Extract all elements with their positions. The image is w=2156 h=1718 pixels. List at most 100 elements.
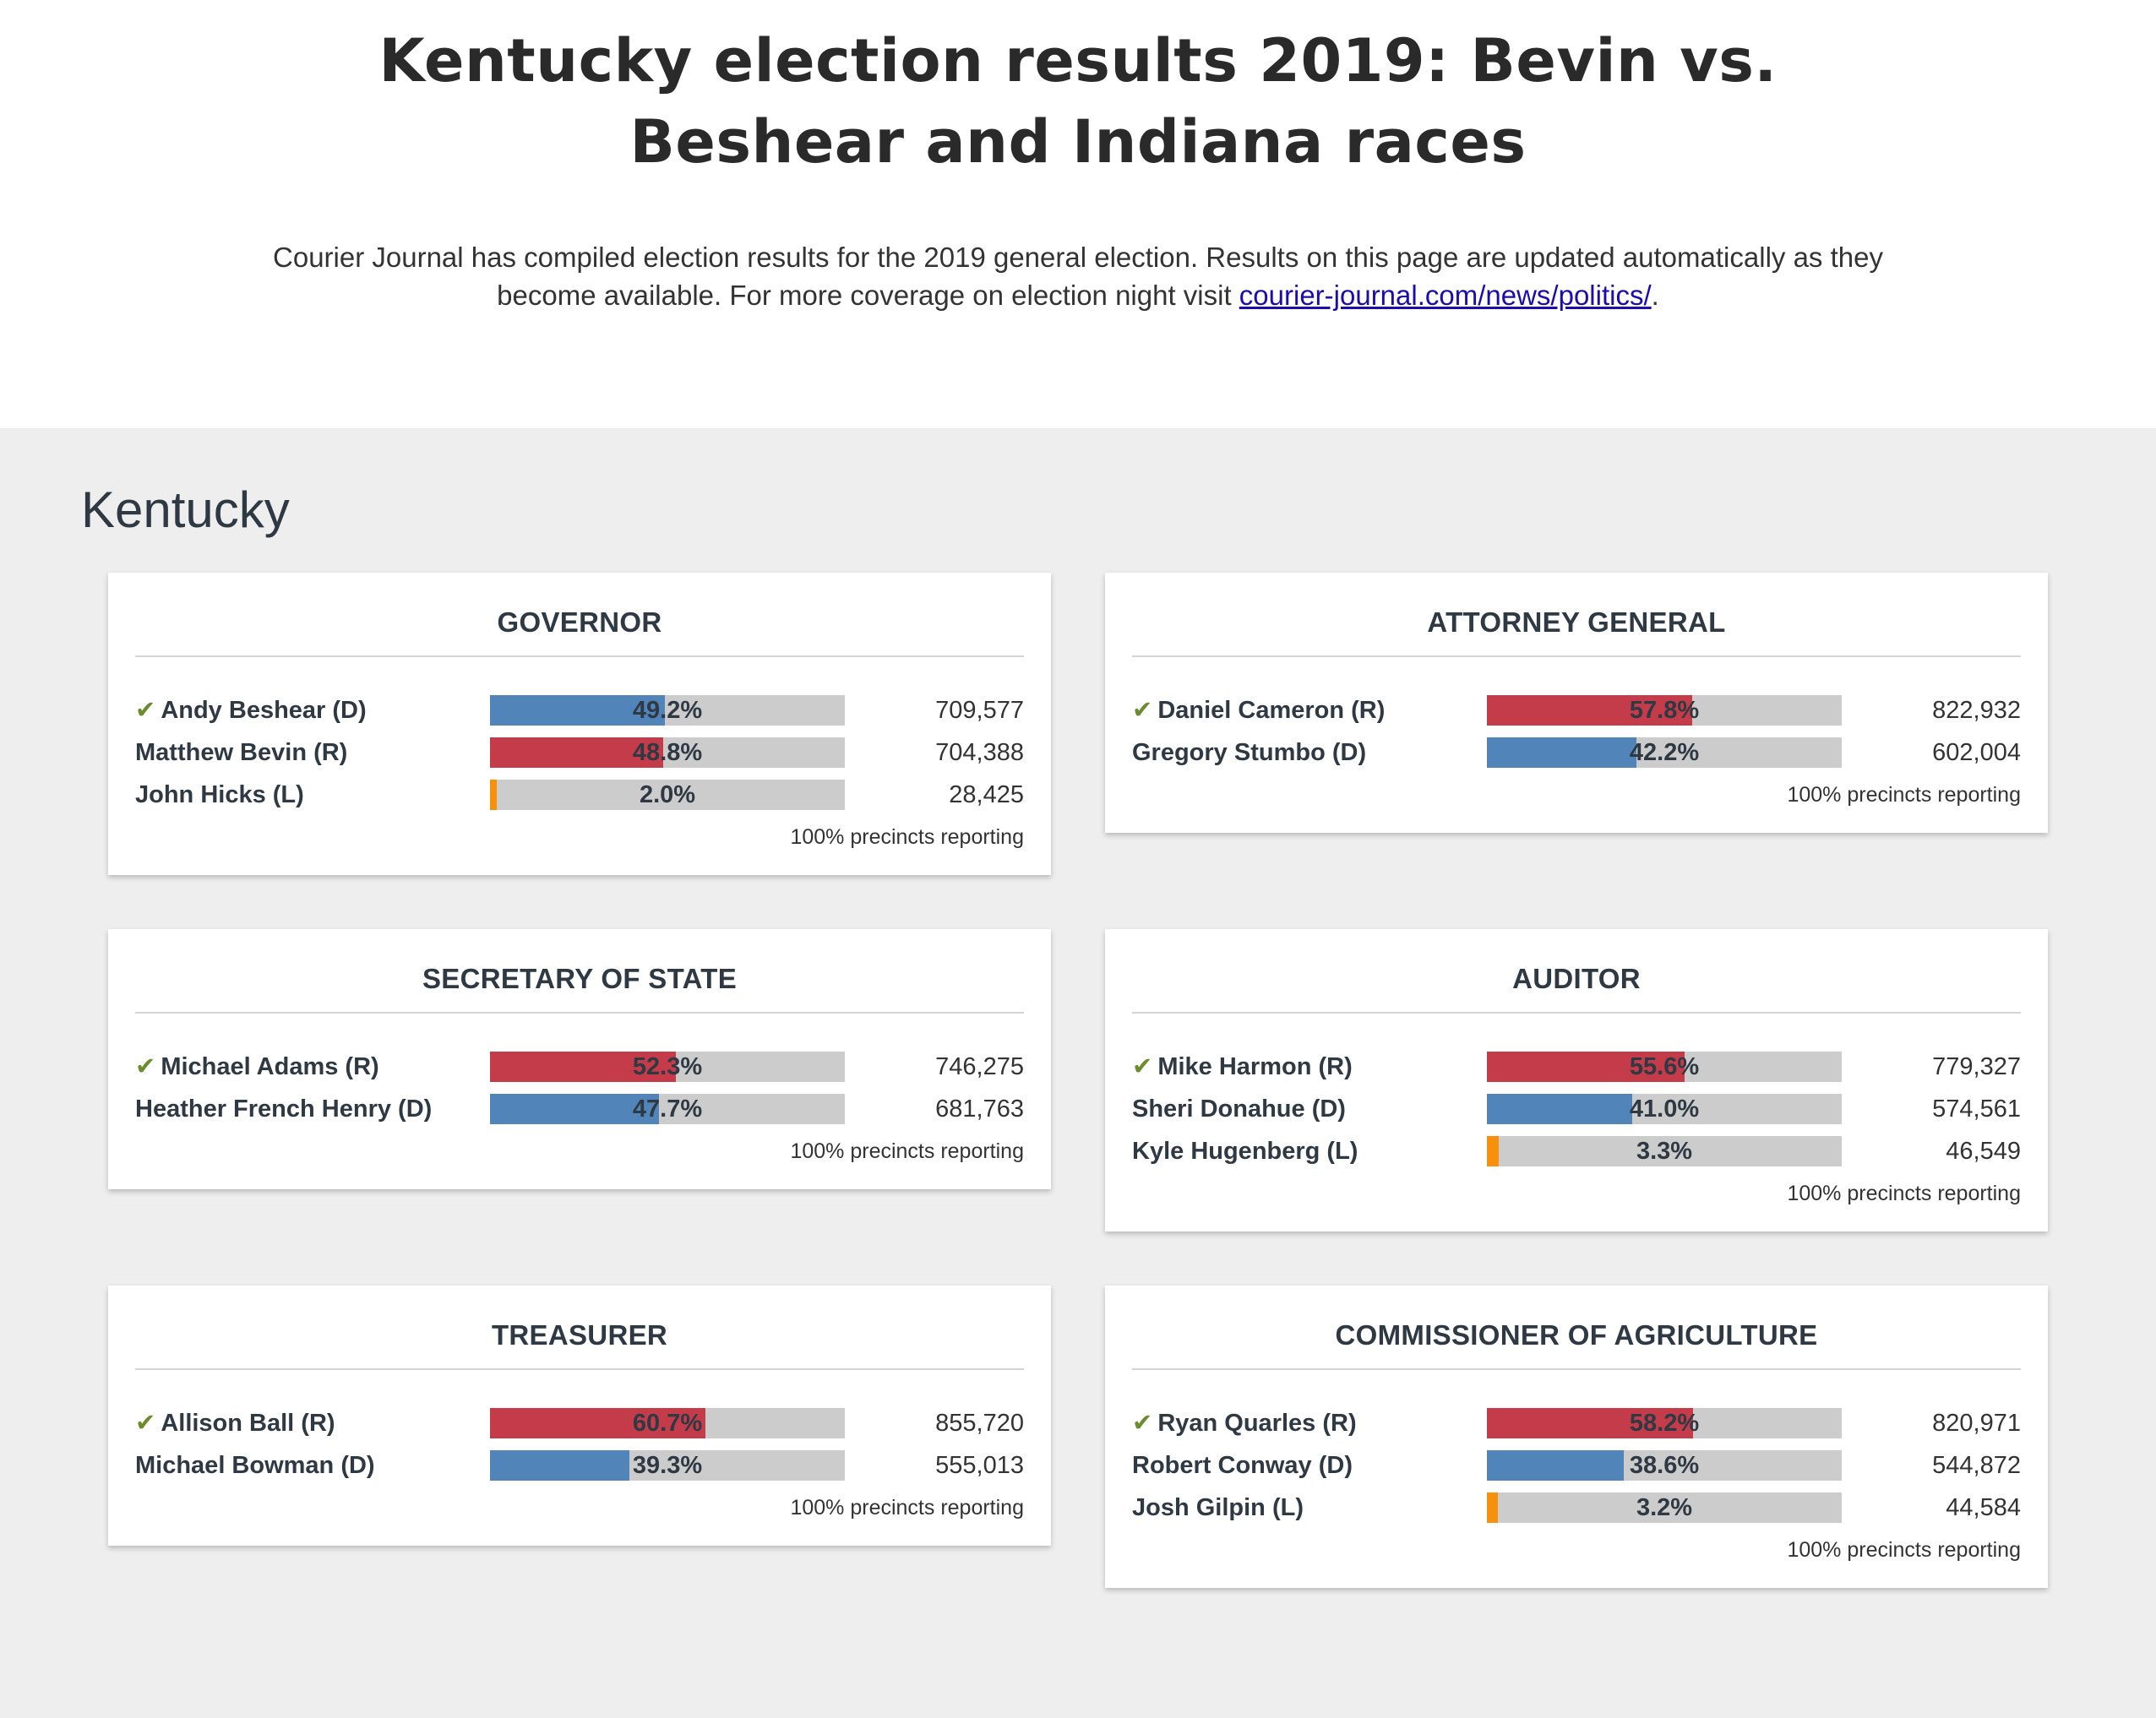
vote-share-bar: 42.2% bbox=[1487, 737, 1842, 768]
winner-check-icon: ✔ bbox=[135, 1410, 156, 1437]
candidate-name-cell: Michael Bowman (D) bbox=[135, 1444, 375, 1487]
vote-count: 746,275 bbox=[935, 1053, 1024, 1080]
candidate-row: John Hicks (L) 2.0% 28,425 bbox=[135, 774, 1024, 816]
politics-coverage-link[interactable]: courier-journal.com/news/politics/ bbox=[1239, 280, 1652, 311]
intro-end: . bbox=[1651, 280, 1659, 311]
candidate-name: Mike Harmon (R) bbox=[1157, 1053, 1353, 1080]
race-title: TREASURER bbox=[135, 1286, 1024, 1370]
winner-check-icon: ✔ bbox=[1132, 1410, 1153, 1437]
vote-share-fill bbox=[490, 695, 665, 726]
race-card: GOVERNOR ✔ Andy Beshear (D) 49.2% 709,577 Mat… bbox=[108, 573, 1051, 875]
race-title: ATTORNEY GENERAL bbox=[1132, 573, 2021, 657]
candidate-name-cell: Sheri Donahue (D) bbox=[1132, 1088, 1346, 1130]
vote-percent: 38.6% bbox=[1629, 1452, 1700, 1479]
vote-share-fill bbox=[1487, 695, 1692, 726]
race-title: AUDITOR bbox=[1132, 929, 2021, 1014]
candidate-name-cell: John Hicks (L) bbox=[135, 774, 304, 816]
page-header: Kentucky election results 2019: Bevin vs… bbox=[0, 0, 2156, 428]
vote-share-fill bbox=[490, 737, 663, 768]
vote-share-bar: 58.2% bbox=[1487, 1408, 1842, 1438]
candidate-name-cell: Gregory Stumbo (D) bbox=[1132, 731, 1366, 774]
vote-share-bar: 52.3% bbox=[490, 1052, 845, 1082]
candidate-name: Daniel Cameron (R) bbox=[1157, 697, 1386, 724]
race-card: TREASURER ✔ Allison Ball (R) 60.7% 855,720 Mi… bbox=[108, 1286, 1051, 1546]
candidate-list: ✔ Daniel Cameron (R) 57.8% 822,932 Gregory S… bbox=[1132, 657, 2021, 774]
vote-share-bar: 41.0% bbox=[1487, 1094, 1842, 1124]
candidate-name-cell: ✔ Ryan Quarles (R) bbox=[1132, 1402, 1357, 1444]
candidate-row: Gregory Stumbo (D) 42.2% 602,004 bbox=[1132, 731, 2021, 774]
vote-share-fill bbox=[1487, 737, 1637, 768]
vote-share-bar: 55.6% bbox=[1487, 1052, 1842, 1082]
candidate-list: ✔ Michael Adams (R) 52.3% 746,275 Heather Fr… bbox=[135, 1014, 1024, 1130]
candidate-list: ✔ Andy Beshear (D) 49.2% 709,577 Matthew Bev… bbox=[135, 657, 1024, 816]
race-card: SECRETARY OF STATE ✔ Michael Adams (R) 52.3… bbox=[108, 929, 1051, 1189]
vote-share-fill bbox=[490, 780, 498, 810]
candidate-row: ✔ Michael Adams (R) 52.3% 746,275 bbox=[135, 1046, 1024, 1088]
candidate-row: ✔ Daniel Cameron (R) 57.8% 822,932 bbox=[1132, 689, 2021, 731]
vote-share-bar: 49.2% bbox=[490, 695, 845, 726]
candidate-name-cell: ✔ Andy Beshear (D) bbox=[135, 689, 367, 731]
vote-percent: 41.0% bbox=[1629, 1095, 1700, 1123]
vote-count: 709,577 bbox=[935, 697, 1024, 724]
vote-count: 544,872 bbox=[1932, 1452, 2021, 1479]
vote-count: 46,549 bbox=[1946, 1138, 2021, 1165]
race-card: COMMISSIONER OF AGRICULTURE ✔ Ryan Quarles… bbox=[1105, 1286, 2048, 1588]
vote-percent: 57.8% bbox=[1629, 697, 1700, 724]
candidate-name-cell: ✔ Allison Ball (R) bbox=[135, 1402, 335, 1444]
vote-percent: 39.3% bbox=[632, 1452, 703, 1479]
candidate-name: Andy Beshear (D) bbox=[161, 697, 367, 724]
race-card: ATTORNEY GENERAL ✔ Daniel Cameron (R) 57.8%… bbox=[1105, 573, 2048, 833]
candidate-name-cell: Kyle Hugenberg (L) bbox=[1132, 1130, 1358, 1172]
vote-count: 44,584 bbox=[1946, 1494, 2021, 1521]
candidate-row: Josh Gilpin (L) 3.2% 44,584 bbox=[1132, 1487, 2021, 1529]
vote-share-fill bbox=[1487, 1492, 1499, 1523]
vote-count: 779,327 bbox=[1932, 1053, 2021, 1080]
candidate-name: Matthew Bevin (R) bbox=[135, 739, 348, 766]
precincts-reporting: 100% precincts reporting bbox=[1787, 1538, 2021, 1562]
vote-share-fill bbox=[490, 1450, 630, 1481]
race-title: GOVERNOR bbox=[135, 573, 1024, 657]
winner-check-icon: ✔ bbox=[135, 1053, 156, 1080]
candidate-name-cell: Robert Conway (D) bbox=[1132, 1444, 1353, 1487]
vote-count: 555,013 bbox=[935, 1452, 1024, 1479]
state-title: Kentucky bbox=[81, 481, 290, 538]
vote-share-bar: 3.3% bbox=[1487, 1136, 1842, 1166]
vote-share-fill bbox=[1487, 1136, 1499, 1166]
candidate-name: Kyle Hugenberg (L) bbox=[1132, 1138, 1358, 1165]
candidate-name: Ryan Quarles (R) bbox=[1157, 1410, 1357, 1437]
vote-percent: 49.2% bbox=[632, 697, 703, 724]
winner-check-icon: ✔ bbox=[1132, 1053, 1153, 1080]
candidate-row: Kyle Hugenberg (L) 3.3% 46,549 bbox=[1132, 1130, 2021, 1172]
winner-check-icon: ✔ bbox=[1132, 697, 1153, 724]
candidate-name: Michael Bowman (D) bbox=[135, 1452, 375, 1479]
candidate-row: Matthew Bevin (R) 48.8% 704,388 bbox=[135, 731, 1024, 774]
candidate-name-cell: Matthew Bevin (R) bbox=[135, 731, 347, 774]
vote-count: 820,971 bbox=[1932, 1410, 2021, 1437]
vote-count: 574,561 bbox=[1932, 1095, 2021, 1123]
candidate-row: ✔ Allison Ball (R) 60.7% 855,720 bbox=[135, 1402, 1024, 1444]
vote-percent: 2.0% bbox=[639, 781, 696, 808]
precincts-reporting: 100% precincts reporting bbox=[1787, 1182, 2021, 1205]
candidate-name-cell: Josh Gilpin (L) bbox=[1132, 1487, 1304, 1529]
candidate-row: Heather French Henry (D) 47.7% 681,763 bbox=[135, 1088, 1024, 1130]
candidate-list: ✔ Mike Harmon (R) 55.6% 779,327 Sheri Donahu… bbox=[1132, 1014, 2021, 1172]
intro-text: Courier Journal has compiled election re… bbox=[273, 242, 1883, 311]
intro-paragraph: Courier Journal has compiled election re… bbox=[267, 238, 1889, 314]
vote-percent: 48.8% bbox=[632, 739, 703, 766]
race-title: COMMISSIONER OF AGRICULTURE bbox=[1132, 1286, 2021, 1370]
candidate-name: John Hicks (L) bbox=[135, 781, 304, 808]
candidate-row: ✔ Mike Harmon (R) 55.6% 779,327 bbox=[1132, 1046, 2021, 1088]
vote-share-fill bbox=[1487, 1052, 1685, 1082]
vote-percent: 3.2% bbox=[1636, 1494, 1693, 1521]
precincts-reporting: 100% precincts reporting bbox=[1787, 783, 2021, 807]
precincts-reporting: 100% precincts reporting bbox=[790, 825, 1024, 849]
vote-share-bar: 38.6% bbox=[1487, 1450, 1842, 1481]
vote-percent: 3.3% bbox=[1636, 1138, 1693, 1165]
vote-count: 704,388 bbox=[935, 739, 1024, 766]
vote-share-fill bbox=[1487, 1408, 1694, 1438]
vote-percent: 42.2% bbox=[1629, 739, 1700, 766]
candidate-name-cell: ✔ Daniel Cameron (R) bbox=[1132, 689, 1385, 731]
vote-share-bar: 60.7% bbox=[490, 1408, 845, 1438]
vote-share-fill bbox=[1487, 1094, 1633, 1124]
vote-share-fill bbox=[490, 1052, 676, 1082]
